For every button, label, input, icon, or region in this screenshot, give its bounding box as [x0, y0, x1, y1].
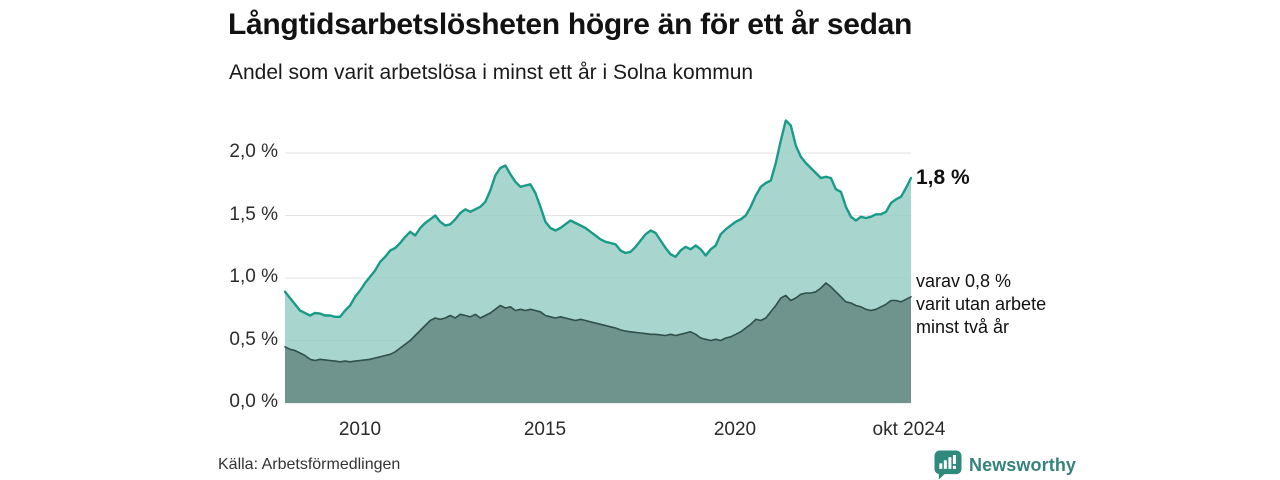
source-note: Källa: Arbetsförmedlingen [218, 456, 401, 473]
series2-annotation: varav 0,8 % varit utan arbete minst två … [916, 271, 1047, 337]
x-tick-label: 2010 [338, 419, 382, 440]
x-tick-label: 2015 [523, 419, 567, 440]
y-tick-label: 2,0 % [229, 141, 278, 162]
line-minst-tva-ar [284, 282, 912, 363]
logo-text: Newsworthy [969, 454, 1077, 475]
y-tick-label: 0,5 % [229, 329, 278, 350]
bar-chart-bubble-icon [934, 450, 962, 480]
y-tick-label: 1,5 % [229, 204, 278, 225]
x-tick-label: okt 2024 [872, 419, 946, 440]
y-tick-label: 1,0 % [229, 266, 278, 287]
line-minst-ett-ar [283, 119, 913, 318]
y-tick-label: 0,0 % [229, 391, 278, 412]
area-fill-minst-tva-ar [285, 283, 911, 403]
page-subtitle: Andel som varit arbetslösa i minst ett å… [229, 61, 754, 84]
series1-end-value-label: 1,8 % [916, 166, 970, 189]
x-tick-label: 2020 [713, 419, 757, 440]
newsworthy-logo: Newsworthy [934, 450, 1076, 480]
page-title: Långtidsarbetslösheten högre än för ett … [228, 8, 913, 41]
